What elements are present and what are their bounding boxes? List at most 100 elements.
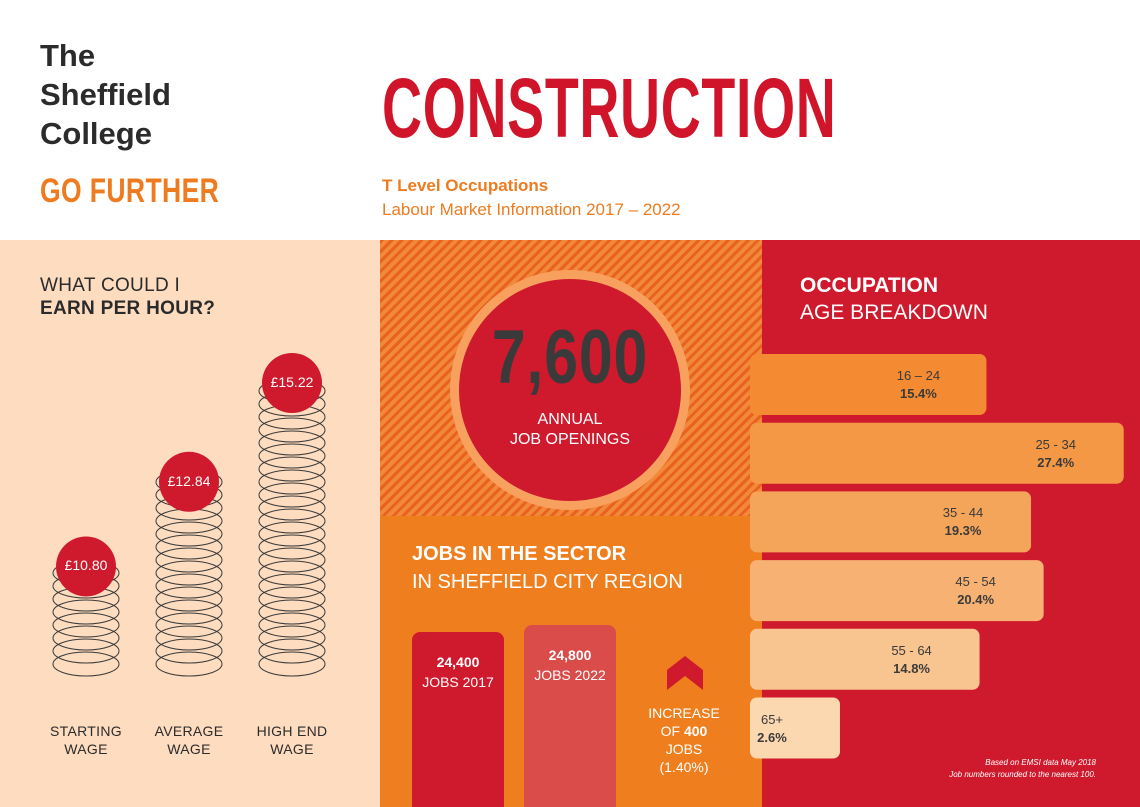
age-percentage: 20.4% [957,592,995,608]
tagline: GO FURTHER [40,172,220,210]
age-bar-label: 25 - 34 27.4% [1001,436,1111,472]
increase-line1: INCREASE [648,705,720,721]
wage-coil-ring [52,599,120,625]
age-bar-label: 35 - 44 19.3% [908,504,1018,540]
jobs-heading: JOBS IN THE SECTOR IN SHEFFIELD CITY REG… [412,540,683,596]
wage-coil-ring [258,586,326,612]
age-category: 16 – 24 [896,368,941,383]
wage-value-label: £12.84 [167,472,211,489]
logo-line: The [40,38,96,73]
jobs-bar-value: 24,400 [436,654,480,670]
age-category: 55 - 64 [891,642,932,658]
jobs-chart [412,625,616,807]
wage-coil-ring [258,482,326,508]
wage-category-line: WAGE [270,741,314,757]
job-openings-label: ANNUAL JOB OPENINGS [450,410,690,450]
wage-coil-ring [155,573,223,599]
age-category: 45 - 54 [955,574,996,590]
wage-bubble [56,536,116,597]
age-heading: OCCUPATION AGE BREAKDOWN [800,272,988,326]
wage-bubble [159,451,219,512]
wage-coil-ring [155,625,223,651]
job-openings-circle [450,270,690,510]
increase-line4: (1.40%) [659,759,709,775]
age-heading-line2: AGE BREAKDOWN [800,301,988,324]
earnings-heading-line2: EARN PER HOUR? [40,298,216,319]
wage-coil-ring [258,547,326,573]
wage-category-line: AVERAGE [154,723,224,739]
wage-coil-ring [258,495,326,521]
job-openings-label-line1: ANNUAL [537,411,603,428]
wage-category-line: HIGH END [256,723,328,739]
wage-coil-ring [258,599,326,625]
logo-line: College [40,116,152,151]
wage-coil-ring [155,612,223,638]
age-bar [750,628,980,690]
age-bar-label: 45 - 54 20.4% [921,573,1031,609]
wage-coil-ring [258,443,326,469]
wage-coil-ring [52,638,120,664]
jobs-bar-category: JOBS 2022 [534,667,606,683]
age-bar [750,560,1044,622]
wage-coil-ring [258,638,326,664]
wage-coil-ring [155,599,223,625]
wage-coil-ring [155,534,223,560]
page-title: CONSTRUCTION [382,61,837,155]
age-category: 25 - 34 [1035,436,1076,452]
wage-coil-ring [155,651,223,677]
wage-coil-ring [258,430,326,456]
wage-value-label: £15.22 [270,374,314,391]
age-category: 65+ [760,711,784,727]
wage-coil-ring [155,547,223,573]
age-percentage: 2.6% [757,729,787,745]
wage-chart [52,353,326,677]
wage-coil-ring [258,573,326,599]
earnings-heading: WHAT COULD I EARN PER HOUR? [40,274,215,320]
wage-coil-ring [155,586,223,612]
age-chart [750,354,1124,759]
wage-coil-ring [155,560,223,586]
increase-arrow-icon [667,656,703,690]
increase-value: 400 [683,723,708,739]
age-percentage: 15.4% [899,386,937,401]
age-category: 35 - 44 [942,505,984,521]
age-bar [750,491,1032,553]
wage-category-line: WAGE [64,741,108,757]
jobs-bar [412,632,504,807]
wage-value-label: £10.80 [64,557,108,574]
earnings-panel [0,240,380,807]
wage-coil-ring [155,521,223,547]
age-bar-label: 16 – 24 15.4% [863,367,973,403]
subtitle: Labour Market Information 2017 – 2022 [382,200,681,219]
wage-coil-ring [258,521,326,547]
wage-coil-ring [258,651,326,677]
wage-category-label: AVERAGE WAGE [144,722,234,758]
wage-category-label: STARTING WAGE [41,722,131,758]
wage-category-line: STARTING [50,723,122,739]
wage-category-label: HIGH END WAGE [247,722,337,758]
age-heading-line1: OCCUPATION [800,274,939,297]
jobs-bar-label: 24,400 JOBS 2017 [412,652,504,692]
wage-coil-ring [258,534,326,560]
increase-chevron-shape [667,656,703,690]
wage-coil-ring [52,612,120,638]
earnings-heading-line1: WHAT COULD I [40,275,181,296]
age-percentage: 27.4% [1037,454,1075,470]
age-percentage: 19.3% [944,523,982,539]
footnote: Based on EMSI data May 2018 Job numbers … [949,757,1096,781]
jobs-heading-line2: IN SHEFFIELD CITY REGION [412,571,683,593]
jobs-bar-value: 24,800 [548,647,592,663]
college-logo: The Sheffield College [40,36,171,153]
jobs-increase-text: INCREASE OF 400 JOBS (1.40%) [636,704,732,776]
wage-coil-ring [258,625,326,651]
wage-coil-ring [258,508,326,534]
wage-coil-ring [258,456,326,482]
wage-coil-ring [258,417,326,443]
wage-bubble [262,353,322,414]
increase-of: OF [660,723,681,739]
wage-coil-ring [155,638,223,664]
job-openings-label-line2: JOB OPENINGS [509,431,631,448]
age-percentage: 14.8% [893,660,930,676]
logo-line: Sheffield [40,77,171,112]
